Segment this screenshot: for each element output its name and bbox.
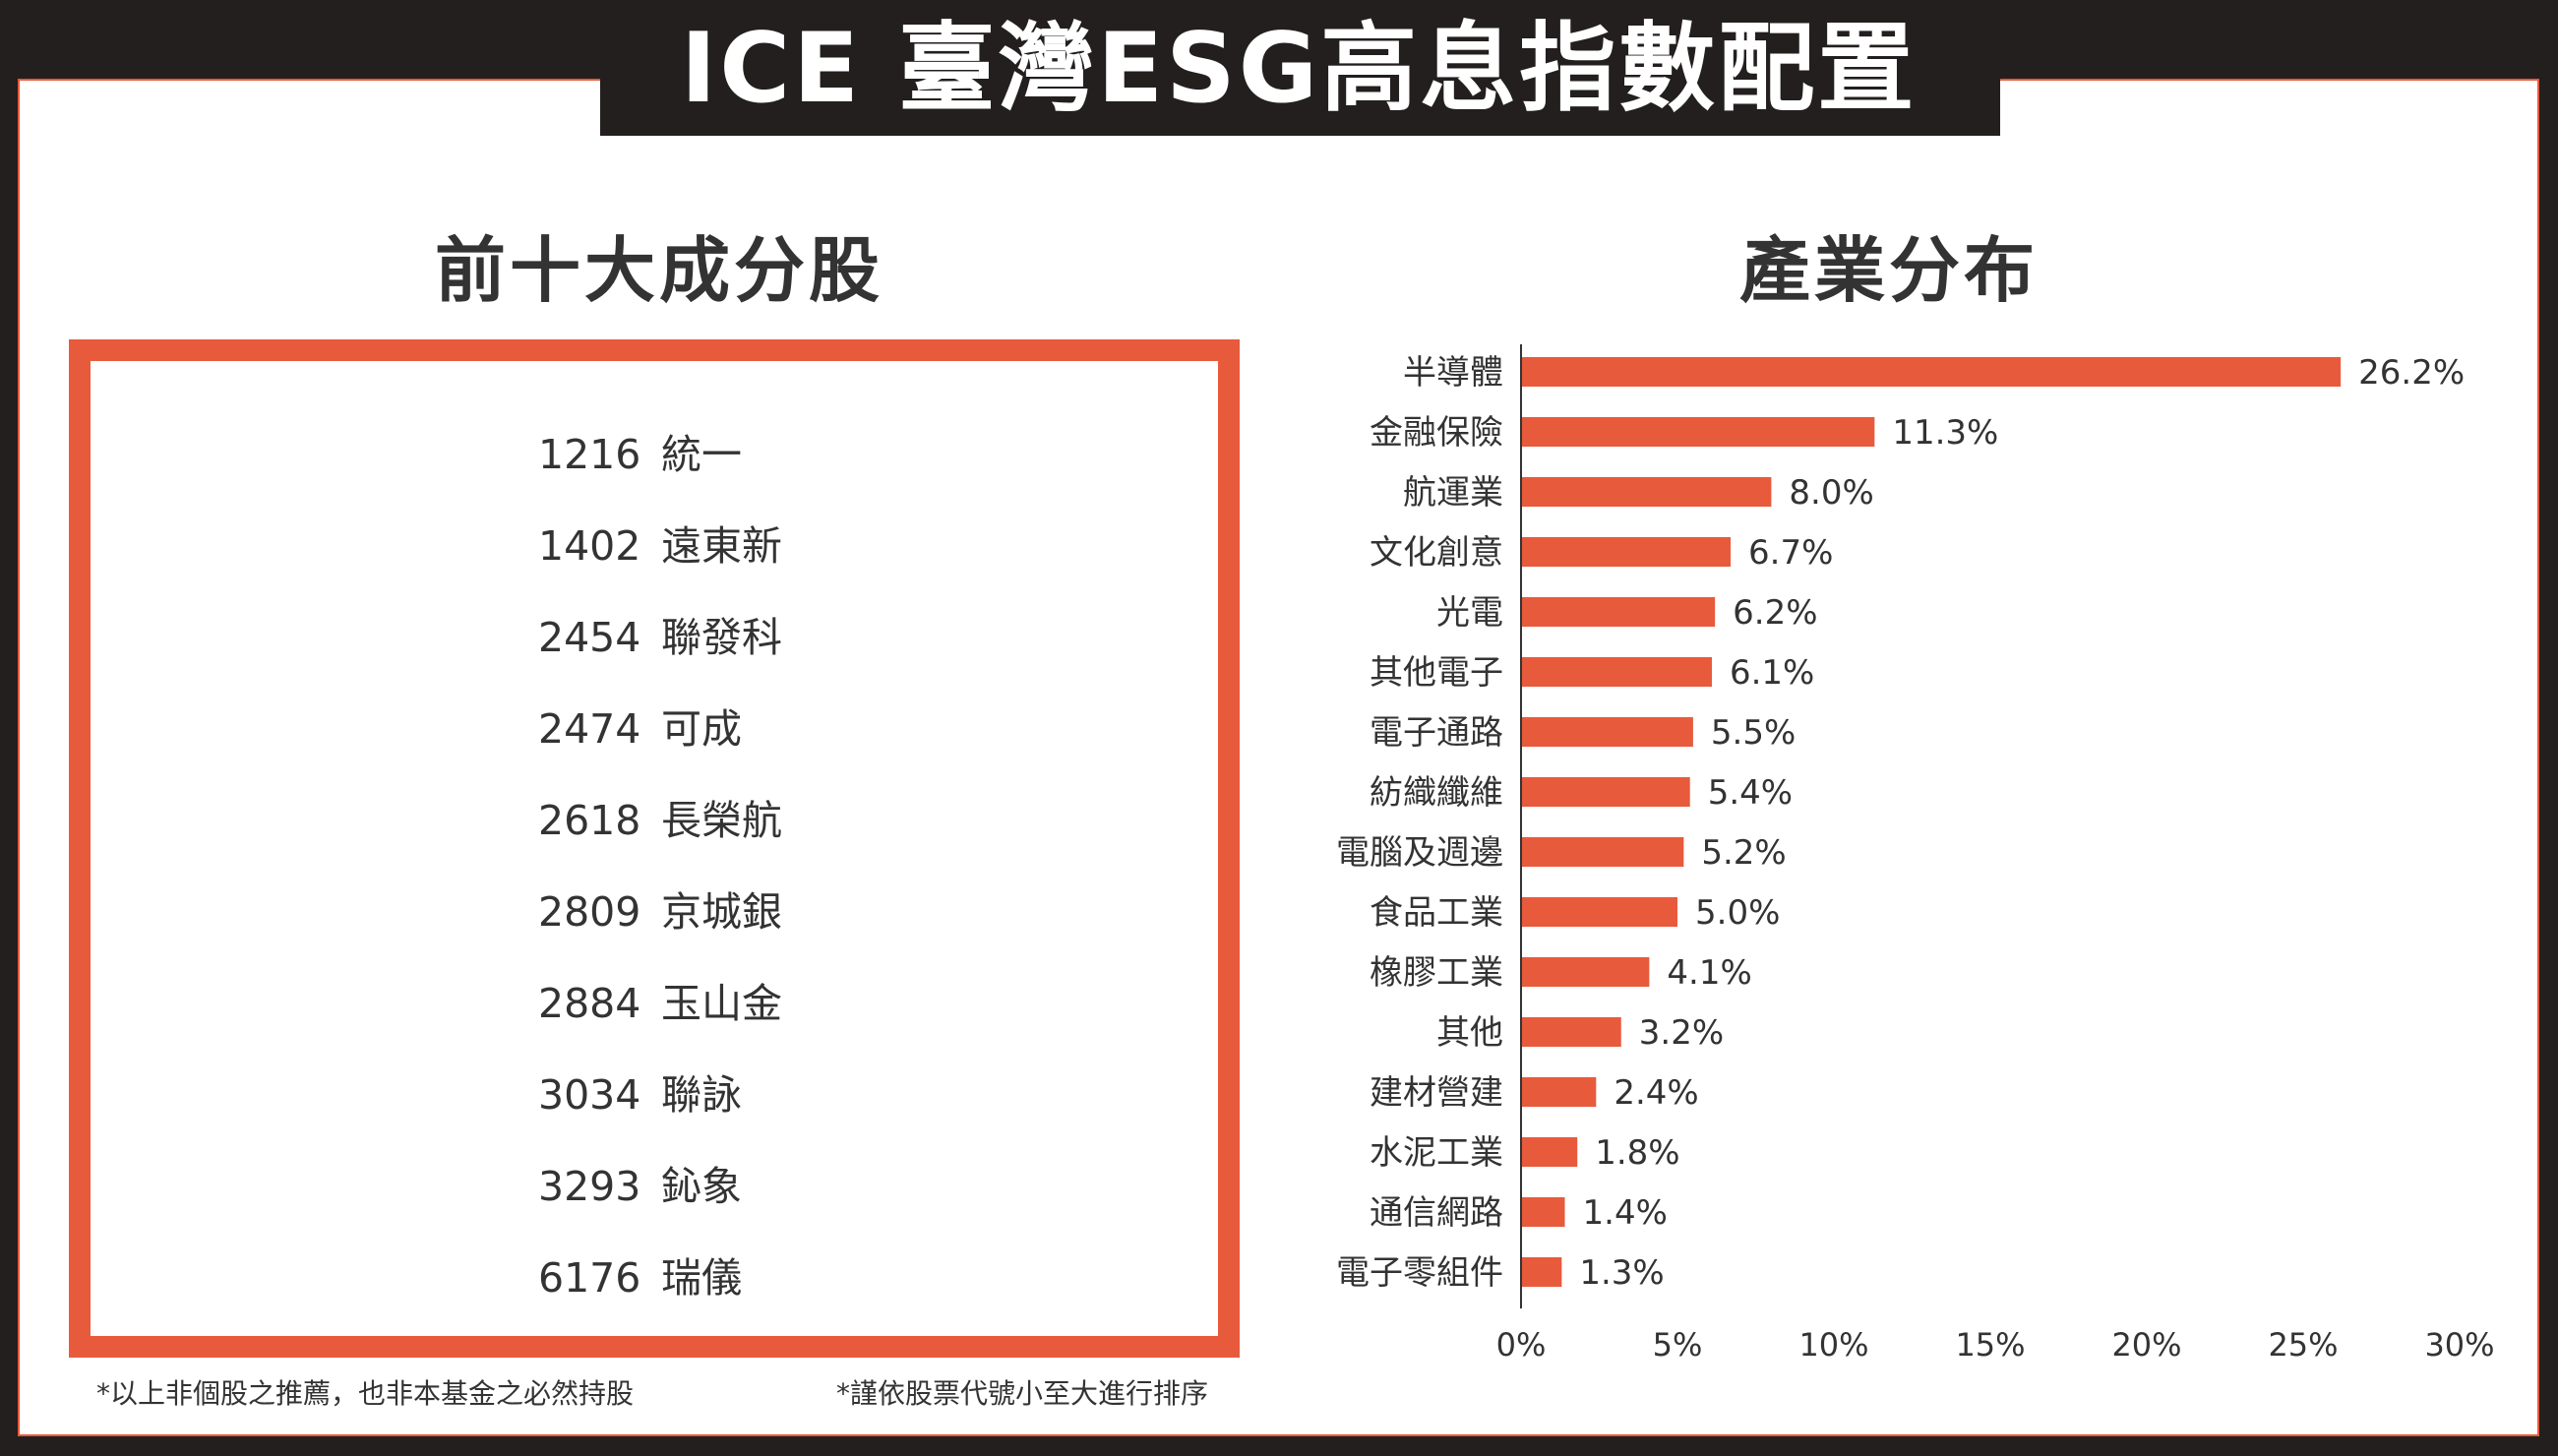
category-label: 光電 <box>1436 593 1503 633</box>
category-label: 電腦及週邊 <box>1336 833 1503 873</box>
bar <box>1521 1257 1562 1287</box>
category-label: 通信網路 <box>1370 1193 1503 1233</box>
category-label: 建材營建 <box>1370 1073 1503 1113</box>
holding-row: 2474 可成 <box>538 695 742 763</box>
industry-heading: 產業分布 <box>1738 229 2039 312</box>
disclaimer-note: *以上非個股之推薦，也非本基金之必然持股 <box>96 1377 635 1410</box>
category-label: 水泥工業 <box>1370 1133 1503 1173</box>
holding-name: 京城銀 <box>661 888 782 936</box>
holdings-box: 1216 統一 1402 遠東新 2454 聯發科 2474 可成 2618 長榮航 28… <box>69 339 1240 1358</box>
bar <box>1521 837 1684 867</box>
holding-name: 玉山金 <box>661 980 782 1027</box>
holding-code: 2884 <box>538 980 641 1027</box>
holding-row: 1216 統一 <box>538 420 742 489</box>
category-label: 半導體 <box>1403 353 1503 393</box>
category-label: 橡膠工業 <box>1370 953 1503 993</box>
holding-code: 2474 <box>538 705 641 753</box>
value-label: 8.0% <box>1789 473 1873 513</box>
x-tick-label: 0% <box>1496 1326 1547 1364</box>
bar <box>1521 777 1690 807</box>
x-tick-label: 15% <box>1955 1326 2025 1364</box>
holding-name: 遠東新 <box>661 522 782 570</box>
value-label: 5.4% <box>1708 773 1793 813</box>
bar <box>1521 477 1772 507</box>
bar <box>1521 417 1875 447</box>
value-label: 2.4% <box>1614 1073 1698 1113</box>
value-label: 1.8% <box>1595 1133 1679 1173</box>
holding-row: 3034 聯詠 <box>538 1061 742 1129</box>
holding-name: 可成 <box>661 705 742 753</box>
holding-name: 聯發科 <box>661 614 782 661</box>
top-ten-heading: 前十大成分股 <box>434 229 883 312</box>
value-label: 26.2% <box>2358 353 2465 393</box>
x-tick-label: 25% <box>2268 1326 2338 1364</box>
x-tick-label: 30% <box>2424 1326 2494 1364</box>
category-label: 金融保險 <box>1370 413 1503 453</box>
bar <box>1521 897 1677 927</box>
bar <box>1521 657 1712 687</box>
main-panel <box>18 79 2539 1436</box>
holding-code: 1216 <box>538 431 641 478</box>
bar <box>1521 717 1693 747</box>
x-tick-label: 20% <box>2111 1326 2181 1364</box>
holding-code: 2809 <box>538 888 641 936</box>
bar <box>1521 1197 1565 1227</box>
sort-note: *謹依股票代號小至大進行排序 <box>836 1377 1209 1410</box>
category-label: 其他電子 <box>1370 653 1503 693</box>
category-label: 電子零組件 <box>1336 1253 1503 1293</box>
value-label: 1.3% <box>1579 1253 1664 1293</box>
bar <box>1521 957 1650 987</box>
holding-name: 聯詠 <box>661 1071 742 1119</box>
holding-name: 鈊象 <box>661 1163 742 1210</box>
holding-row: 2618 長榮航 <box>538 786 782 855</box>
category-label: 航運業 <box>1403 473 1503 513</box>
bar <box>1521 1077 1597 1107</box>
value-label: 1.4% <box>1583 1193 1668 1233</box>
value-label: 6.7% <box>1748 533 1833 573</box>
holding-row: 2454 聯發科 <box>538 603 782 672</box>
category-label: 電子通路 <box>1370 713 1503 753</box>
industry-bar-chart: 半導體 26.2% 金融保險 11.3% 航運業 8.0% 文化創意 6.7% 光電 6.2% 其他… <box>1336 344 2495 1364</box>
holding-row: 3293 鈊象 <box>538 1152 742 1221</box>
holding-row: 2884 玉山金 <box>538 969 782 1038</box>
holding-code: 2454 <box>538 614 641 661</box>
value-label: 4.1% <box>1667 953 1751 993</box>
value-label: 6.2% <box>1733 593 1817 633</box>
category-label: 文化創意 <box>1370 533 1503 573</box>
holding-code: 3293 <box>538 1163 641 1210</box>
bar <box>1521 1017 1621 1047</box>
title-banner <box>512 0 2086 136</box>
x-tick-label: 5% <box>1653 1326 1703 1364</box>
bar <box>1521 597 1716 627</box>
holding-row: 1402 遠東新 <box>538 512 782 580</box>
main-title: ICE 臺灣ESG高息指數配置 <box>680 13 1918 125</box>
holding-code: 1402 <box>538 522 641 570</box>
bar <box>1521 537 1732 567</box>
value-label: 11.3% <box>1892 413 1998 453</box>
bar <box>1521 1137 1578 1167</box>
category-label: 食品工業 <box>1370 893 1503 933</box>
value-label: 5.5% <box>1711 713 1796 753</box>
bar <box>1521 357 2342 387</box>
holding-name: 長榮航 <box>661 797 782 844</box>
x-tick-label: 10% <box>1798 1326 1868 1364</box>
holding-code: 3034 <box>538 1071 641 1119</box>
value-label: 3.2% <box>1639 1013 1724 1053</box>
category-label: 紡織纖維 <box>1370 773 1503 813</box>
value-label: 5.0% <box>1695 893 1780 933</box>
value-label: 6.1% <box>1730 653 1814 693</box>
holding-row: 2809 京城銀 <box>538 878 782 946</box>
holding-code: 6176 <box>538 1254 641 1302</box>
holding-row: 6176 瑞儀 <box>538 1244 742 1312</box>
holding-name: 瑞儀 <box>661 1254 742 1302</box>
category-label: 其他 <box>1436 1013 1503 1053</box>
value-label: 5.2% <box>1701 833 1786 873</box>
holding-code: 2618 <box>538 797 641 844</box>
holding-name: 統一 <box>661 431 742 478</box>
